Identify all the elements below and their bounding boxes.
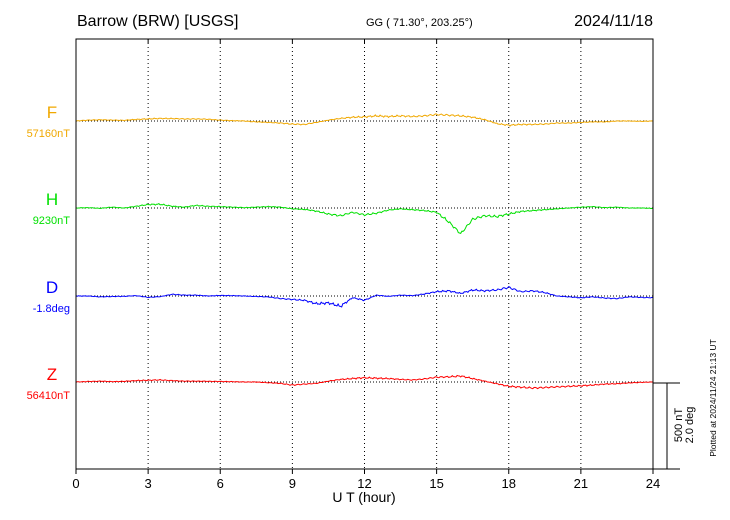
- x-tick-label: 3: [145, 476, 152, 491]
- date-label: 2024/11/18: [574, 13, 653, 30]
- series-baseline-d: -1.8deg: [33, 303, 70, 315]
- x-tick-label: 0: [72, 476, 79, 491]
- series-name-f: F: [47, 103, 57, 122]
- x-tick-label: 12: [357, 476, 371, 491]
- station-title: Barrow (BRW) [USGS]: [77, 13, 239, 30]
- plotted-at-label: Plotted at 2024/11/24 21:13 UT: [708, 339, 718, 457]
- series-baseline-z: 56410nT: [27, 390, 71, 402]
- series-baseline-f: 57160nT: [27, 128, 71, 140]
- series-name-h: H: [46, 190, 58, 209]
- series-line-z: [75, 374, 654, 390]
- scale-bar-nt-label: 500 nT: [673, 408, 685, 443]
- series-line-f: [75, 113, 654, 127]
- series-line-d: [75, 285, 654, 308]
- series-name-d: D: [46, 278, 58, 297]
- x-ticks: 0 3 6 9 12 15 18 21 24: [72, 39, 660, 491]
- x-tick-label: 21: [574, 476, 588, 491]
- x-tick-label: 18: [502, 476, 516, 491]
- x-axis-label: U T (hour): [332, 489, 395, 505]
- scale-bar: 500 nT 2.0 deg: [653, 382, 696, 470]
- baselines: [76, 120, 653, 383]
- series-name-z: Z: [47, 365, 57, 384]
- scale-bar-deg-label: 2.0 deg: [684, 407, 696, 444]
- series-lines: [75, 113, 654, 390]
- x-tick-label: 9: [289, 476, 296, 491]
- coordinates-label: GG ( 71.30°, 203.25°): [366, 17, 473, 29]
- x-tick-label: 6: [217, 476, 224, 491]
- grid: [147, 39, 582, 469]
- series-labels: F 57160nT H 9230nT D -1.8deg Z 56410nT: [27, 103, 71, 402]
- x-tick-label: 24: [646, 476, 660, 491]
- series-line-h: [75, 202, 654, 235]
- x-tick-label: 15: [429, 476, 443, 491]
- series-baseline-h: 9230nT: [33, 215, 71, 227]
